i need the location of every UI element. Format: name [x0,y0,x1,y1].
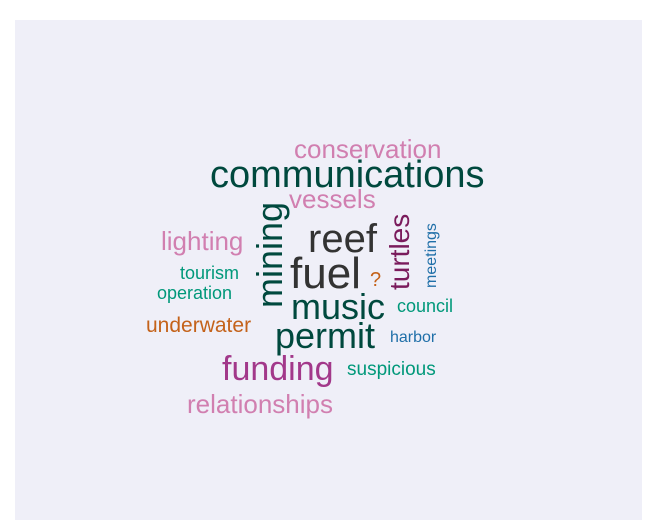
word-reef: reef [308,217,377,261]
word-mining: mining [249,201,290,308]
word-communications: communications [210,154,485,196]
word-suspicious: suspicious [347,359,436,380]
word-relationships: relationships [187,389,333,419]
word-cloud-panel [15,20,642,520]
word-conservation: conservation [294,134,442,164]
word-lighting: lighting [161,226,244,256]
word-harbor: harbor [390,329,437,346]
word-meetings: meetings [423,223,440,288]
word-music: music [291,286,386,327]
word-operation: operation [157,283,233,303]
word-question-mark: ? [370,269,382,291]
word-underwater: underwater [146,314,252,337]
word-turtles: turtles [384,213,415,290]
word-tourism: tourism [180,263,240,283]
word-council: council [397,296,454,316]
word-vessels: vessels [289,184,376,214]
word-fuel: fuel [290,249,361,298]
word-funding: funding [222,350,334,388]
word-permit: permit [275,315,376,356]
